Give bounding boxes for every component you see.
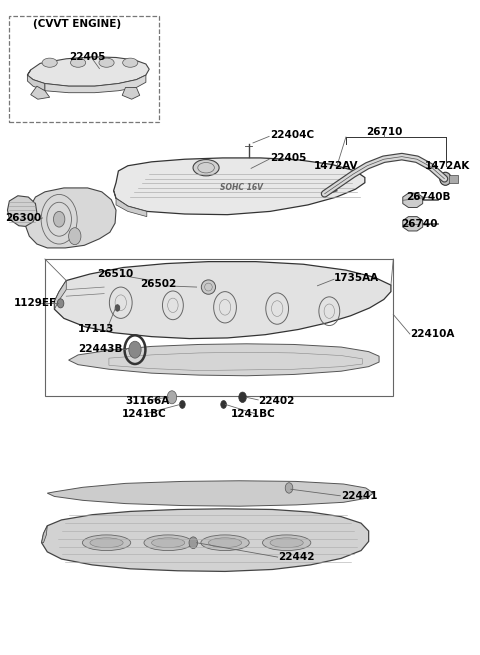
- Text: 22441: 22441: [341, 491, 378, 501]
- Polygon shape: [403, 217, 423, 231]
- Circle shape: [285, 483, 293, 493]
- Circle shape: [239, 392, 246, 403]
- Polygon shape: [122, 88, 140, 99]
- Text: 22410A: 22410A: [410, 329, 454, 339]
- Polygon shape: [114, 191, 147, 217]
- Text: 1472AK: 1472AK: [425, 160, 470, 171]
- Ellipse shape: [152, 538, 185, 548]
- Ellipse shape: [270, 538, 303, 548]
- Circle shape: [167, 391, 177, 404]
- Text: 26300: 26300: [5, 213, 42, 223]
- Polygon shape: [27, 70, 45, 91]
- Text: 26710: 26710: [366, 127, 402, 137]
- Text: 22405: 22405: [270, 153, 306, 163]
- Circle shape: [189, 537, 198, 549]
- Ellipse shape: [90, 538, 123, 548]
- Text: 1241BC: 1241BC: [122, 409, 167, 419]
- Ellipse shape: [263, 535, 311, 551]
- Text: 1241BC: 1241BC: [231, 409, 276, 419]
- Polygon shape: [27, 57, 149, 86]
- Ellipse shape: [99, 58, 114, 67]
- Circle shape: [115, 305, 120, 311]
- Polygon shape: [31, 86, 49, 99]
- Polygon shape: [25, 188, 116, 248]
- Ellipse shape: [123, 58, 138, 67]
- Text: 22443B: 22443B: [78, 344, 122, 354]
- Circle shape: [57, 299, 64, 308]
- Polygon shape: [42, 526, 48, 543]
- Polygon shape: [69, 344, 379, 376]
- Text: 1472AV: 1472AV: [314, 160, 359, 171]
- Circle shape: [180, 401, 185, 408]
- Ellipse shape: [440, 172, 451, 185]
- Ellipse shape: [201, 535, 249, 551]
- Ellipse shape: [71, 58, 86, 67]
- Text: 31166A: 31166A: [125, 396, 170, 405]
- Ellipse shape: [83, 535, 131, 551]
- Text: 26740: 26740: [401, 219, 438, 229]
- Bar: [45, 259, 393, 396]
- Text: 22402: 22402: [258, 396, 295, 405]
- Ellipse shape: [208, 538, 241, 548]
- Polygon shape: [403, 193, 423, 208]
- Text: 17113: 17113: [78, 324, 114, 335]
- Text: (CVVT ENGINE): (CVVT ENGINE): [33, 19, 121, 29]
- Polygon shape: [48, 481, 373, 506]
- Polygon shape: [42, 509, 369, 571]
- Circle shape: [221, 401, 227, 408]
- Text: SOHC 16V: SOHC 16V: [220, 183, 263, 192]
- Circle shape: [69, 228, 81, 245]
- Ellipse shape: [193, 160, 219, 176]
- Text: 26510: 26510: [97, 269, 133, 279]
- Text: 22442: 22442: [278, 552, 315, 562]
- Polygon shape: [8, 196, 37, 227]
- Polygon shape: [54, 261, 391, 339]
- Ellipse shape: [201, 280, 216, 294]
- Bar: [449, 175, 458, 183]
- Polygon shape: [114, 158, 365, 215]
- Circle shape: [53, 212, 65, 227]
- Polygon shape: [45, 75, 146, 93]
- Text: 26740B: 26740B: [407, 192, 451, 202]
- Text: 1735AA: 1735AA: [334, 273, 379, 283]
- Circle shape: [129, 341, 141, 358]
- Polygon shape: [54, 280, 66, 309]
- Text: 26502: 26502: [140, 280, 176, 290]
- Ellipse shape: [144, 535, 192, 551]
- Text: 22405: 22405: [70, 52, 106, 62]
- Text: 22404C: 22404C: [270, 130, 314, 140]
- Ellipse shape: [42, 58, 57, 67]
- Text: 1129EF: 1129EF: [14, 298, 57, 308]
